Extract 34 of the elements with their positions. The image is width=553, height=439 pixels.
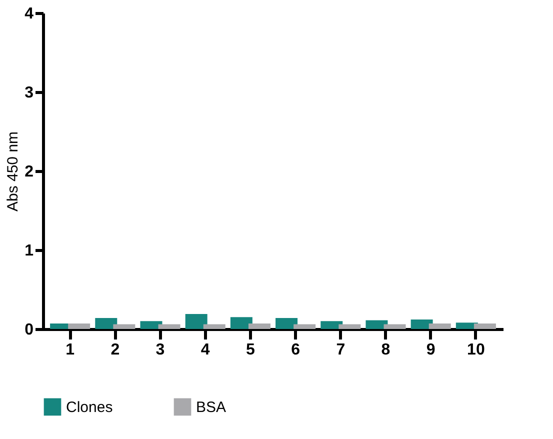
y-tick-label: 2 xyxy=(24,164,34,180)
bar xyxy=(384,324,406,329)
bar xyxy=(294,324,316,329)
bar xyxy=(158,324,180,329)
x-tick-label: 9 xyxy=(426,342,436,358)
x-tick-label: 6 xyxy=(291,342,300,358)
bar xyxy=(68,323,90,329)
y-tick-label: 1 xyxy=(24,242,34,260)
bar xyxy=(428,323,451,329)
bar xyxy=(203,324,226,329)
x-tick-label: 7 xyxy=(336,342,346,358)
bar xyxy=(185,314,208,329)
x-tick-label: 1 xyxy=(66,342,75,358)
y-tick-label: 3 xyxy=(24,84,34,102)
legend-label: Clones xyxy=(66,398,113,416)
bar xyxy=(95,318,118,329)
y-axis-title: Abs 450 nm xyxy=(4,131,22,212)
x-tick-label: 3 xyxy=(156,342,165,358)
bar xyxy=(230,317,252,329)
x-tick-label: 5 xyxy=(246,342,255,358)
x-tick-label: 10 xyxy=(467,342,485,358)
y-tick-label: 4 xyxy=(24,6,34,22)
bar xyxy=(140,321,162,329)
bar xyxy=(366,320,388,329)
bar xyxy=(474,323,496,329)
x-tick-label: 4 xyxy=(200,342,210,358)
bar xyxy=(248,323,270,329)
x-tick-label: 8 xyxy=(381,342,390,358)
y-tick-label: 0 xyxy=(24,322,34,338)
bar xyxy=(113,324,136,329)
x-tick-label: 2 xyxy=(110,342,120,358)
bar xyxy=(276,318,298,329)
legend-label: BSA xyxy=(196,398,226,416)
bar xyxy=(338,324,361,329)
